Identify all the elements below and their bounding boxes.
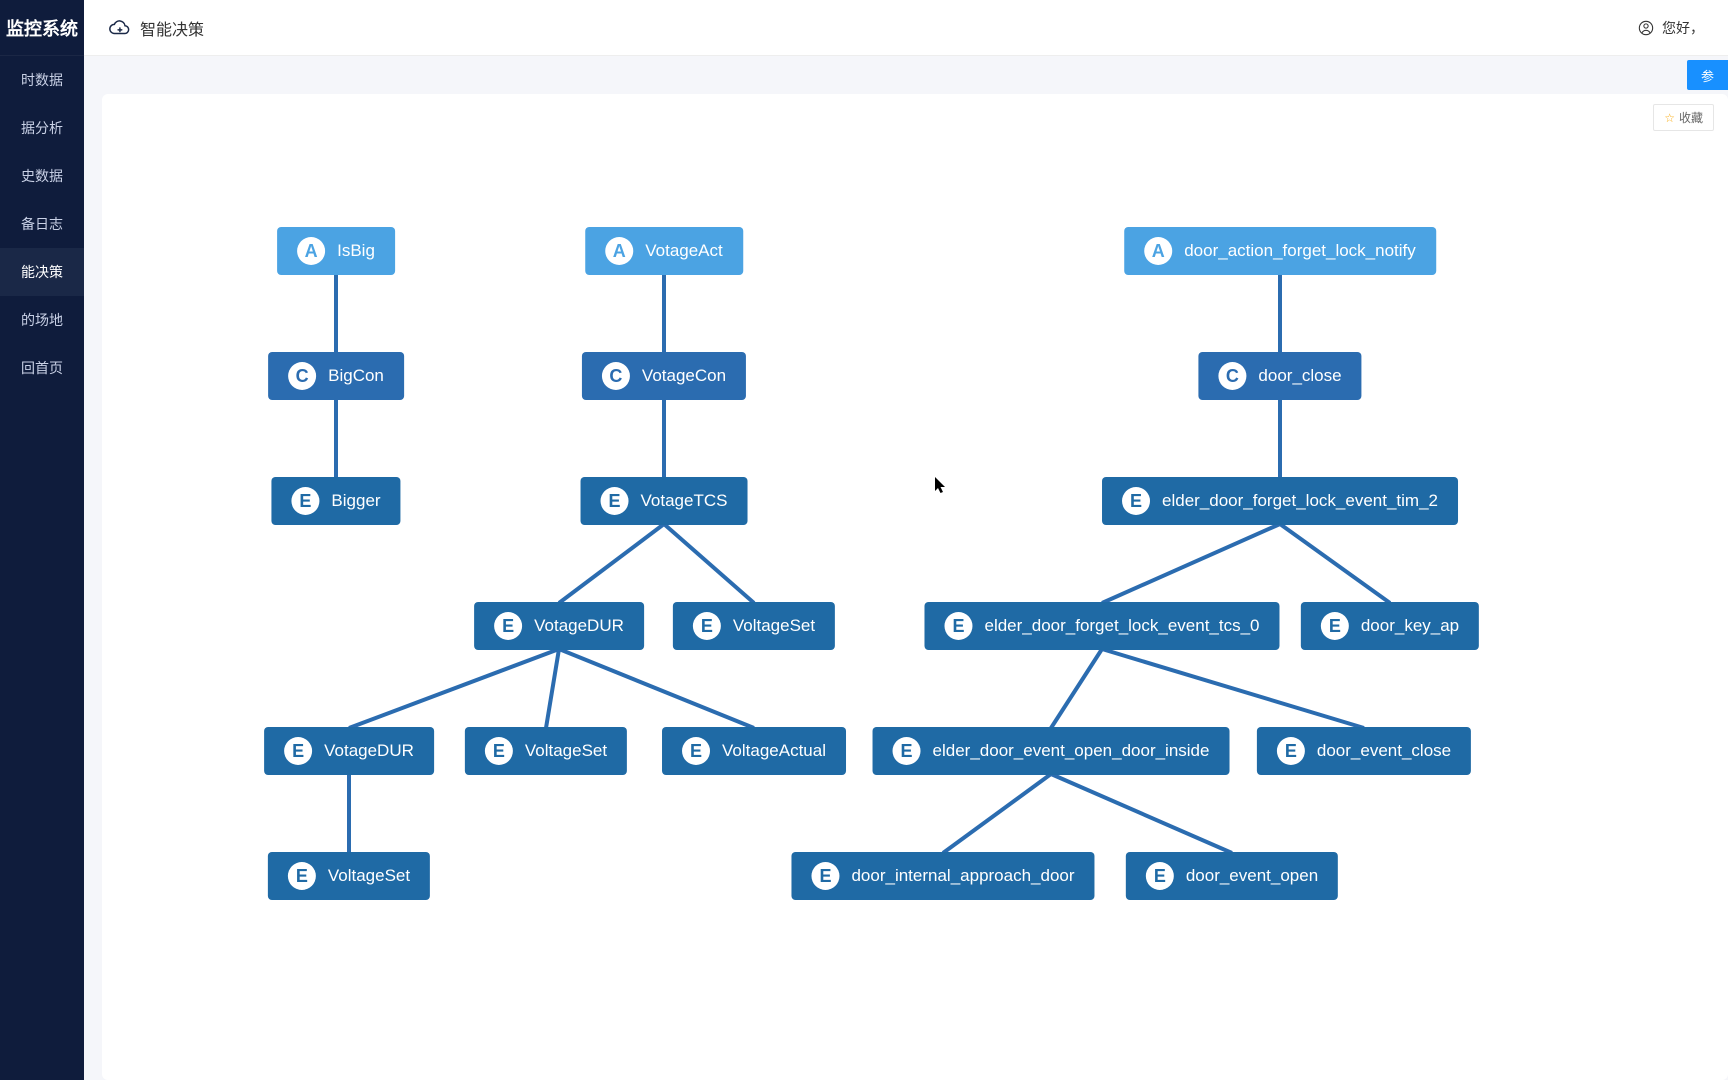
topbar: 智能决策 您好， (84, 0, 1728, 56)
node-n6[interactable]: E VotageTCS (581, 477, 748, 525)
node-label: elder_door_forget_lock_event_tcs_0 (984, 616, 1259, 636)
cloud-icon (108, 17, 130, 39)
node-label: door_action_forget_lock_notify (1184, 241, 1416, 261)
node-n12[interactable]: E VoltageSet (268, 852, 430, 900)
node-label: VoltageSet (733, 616, 815, 636)
node-label: elder_door_event_open_door_inside (933, 741, 1210, 761)
sidebar-item-4[interactable]: 能决策 (0, 248, 84, 296)
edge (664, 524, 754, 603)
edge (559, 649, 754, 728)
node-label: door_event_close (1317, 741, 1451, 761)
edge (1102, 649, 1364, 728)
params-button[interactable]: 参 (1687, 60, 1728, 90)
node-badge: E (811, 862, 839, 890)
node-n15[interactable]: Eelder_door_forget_lock_event_tim_2 (1102, 477, 1458, 525)
node-n17[interactable]: Edoor_key_ap (1301, 602, 1479, 650)
greeting-text: 您好， (1662, 18, 1704, 38)
node-label: VotageTCS (641, 491, 728, 511)
node-label: VotageAct (645, 241, 723, 261)
node-label: VotageDUR (324, 741, 414, 761)
sidebar-item-3[interactable]: 备日志 (0, 200, 84, 248)
node-badge: C (602, 362, 630, 390)
sidebar-item-0[interactable]: 时数据 (0, 56, 84, 104)
node-badge: A (1144, 237, 1172, 265)
sidebar-item-1[interactable]: 据分析 (0, 104, 84, 152)
sidebar-item-2[interactable]: 史数据 (0, 152, 84, 200)
sidebar-item-5[interactable]: 的场地 (0, 296, 84, 344)
node-n16[interactable]: Eelder_door_forget_lock_event_tcs_0 (924, 602, 1279, 650)
node-n11[interactable]: E VoltageActual (662, 727, 846, 775)
edge (943, 774, 1051, 853)
node-label: VotageCon (642, 366, 726, 386)
toolbar: 参 (84, 56, 1728, 94)
node-badge: E (693, 612, 721, 640)
main-area: 智能决策 您好， 参 ☆ 收藏 AIsBigCBigConEBiggerAVot… (84, 0, 1728, 1080)
node-label: VoltageActual (722, 741, 826, 761)
node-badge: E (291, 487, 319, 515)
node-badge: E (284, 737, 312, 765)
node-n13[interactable]: Adoor_action_forget_lock_notify (1124, 227, 1436, 275)
node-n4[interactable]: A VotageAct (585, 227, 743, 275)
node-label: VotageDUR (534, 616, 624, 636)
node-badge: E (1277, 737, 1305, 765)
sidebar: 监控系统 时数据据分析史数据备日志能决策的场地回首页 (0, 0, 84, 1080)
edge (1102, 524, 1280, 603)
diagram-canvas: ☆ 收藏 AIsBigCBigConEBiggerAVotageActCVota… (102, 94, 1728, 1080)
node-badge: C (1218, 362, 1246, 390)
node-label: door_event_open (1186, 866, 1318, 886)
app-title: 监控系统 (0, 0, 84, 56)
node-label: BigCon (328, 366, 384, 386)
node-n14[interactable]: Cdoor_close (1198, 352, 1361, 400)
node-label: door_close (1258, 366, 1341, 386)
node-label: door_internal_approach_door (851, 866, 1074, 886)
node-n5[interactable]: C VotageCon (582, 352, 746, 400)
node-badge: A (605, 237, 633, 265)
node-n10[interactable]: E VoltageSet (465, 727, 627, 775)
edge (1051, 774, 1232, 853)
topbar-user[interactable]: 您好， (1638, 18, 1704, 38)
node-badge: E (1122, 487, 1150, 515)
node-label: VoltageSet (525, 741, 607, 761)
node-label: IsBig (337, 241, 375, 261)
node-badge: C (288, 362, 316, 390)
edge (1051, 649, 1102, 728)
node-n1[interactable]: A IsBig (277, 227, 395, 275)
node-n18[interactable]: Eelder_door_event_open_door_inside (873, 727, 1230, 775)
node-n2[interactable]: C BigCon (268, 352, 404, 400)
node-label: elder_door_forget_lock_event_tim_2 (1162, 491, 1438, 511)
node-n7[interactable]: E VotageDUR (474, 602, 644, 650)
node-badge: E (1146, 862, 1174, 890)
edge (546, 649, 559, 728)
node-n20[interactable]: Edoor_internal_approach_door (791, 852, 1094, 900)
node-n21[interactable]: Edoor_event_open (1126, 852, 1338, 900)
node-badge: E (1321, 612, 1349, 640)
cursor-icon (932, 476, 948, 496)
node-label: Bigger (331, 491, 380, 511)
node-badge: E (682, 737, 710, 765)
node-label: VoltageSet (328, 866, 410, 886)
edge (559, 524, 664, 603)
node-badge: E (485, 737, 513, 765)
node-badge: E (494, 612, 522, 640)
node-badge: A (297, 237, 325, 265)
user-icon (1638, 20, 1654, 36)
node-n8[interactable]: E VoltageSet (673, 602, 835, 650)
edge (1280, 524, 1390, 603)
node-badge: E (601, 487, 629, 515)
node-badge: E (944, 612, 972, 640)
node-badge: E (288, 862, 316, 890)
node-n9[interactable]: E VotageDUR (264, 727, 434, 775)
sidebar-item-6[interactable]: 回首页 (0, 344, 84, 392)
node-badge: E (893, 737, 921, 765)
edge (349, 649, 559, 728)
page-title: 智能决策 (140, 16, 1638, 40)
node-n3[interactable]: E Bigger (271, 477, 400, 525)
node-label: door_key_ap (1361, 616, 1459, 636)
node-n19[interactable]: Edoor_event_close (1257, 727, 1471, 775)
